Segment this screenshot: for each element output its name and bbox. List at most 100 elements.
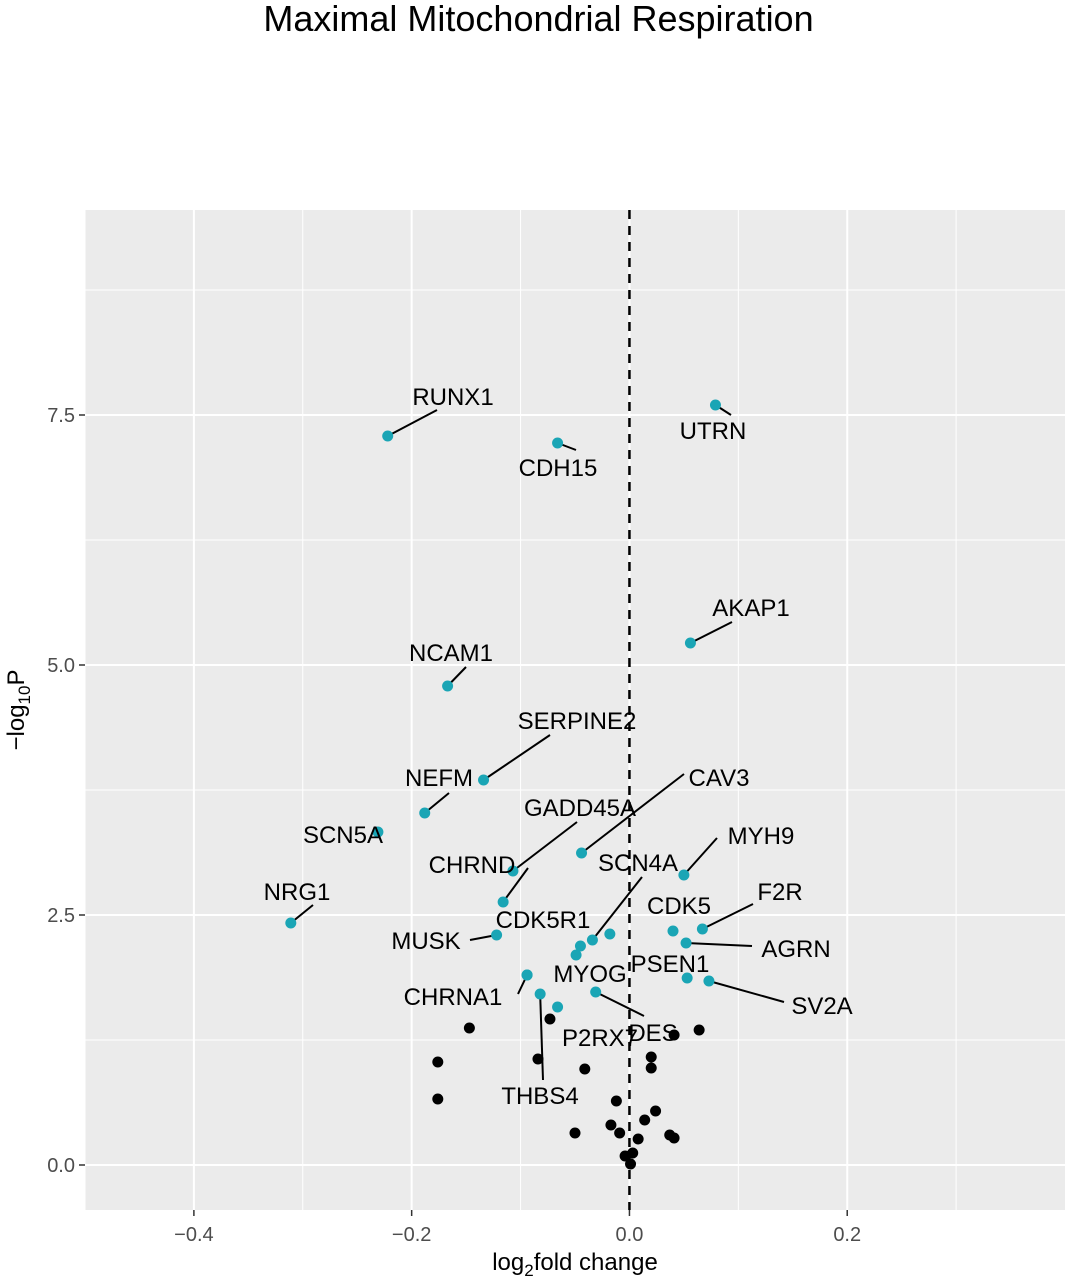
gene-label: NEFM [405,765,473,792]
gene-label: P2RX7 [562,1025,638,1052]
gene-label: CDH15 [519,455,598,482]
highlighted-point [552,437,564,449]
gene-label: MYH9 [728,823,795,850]
gene-labels: RUNX1 CDH15 UTRN AKAP1 NCAM1 SERPINE2 NEFM SCN5… [264,384,853,1110]
x-tick-label: −0.4 [174,1224,213,1246]
leader-line [512,821,578,872]
gene-label: THBS4 [501,1083,578,1110]
gene-label: PSEN1 [631,951,710,978]
highlighted-point [680,937,692,949]
x-tick-label: −0.2 [392,1224,431,1246]
gene-label: CAV3 [689,765,750,792]
plot-panel [85,210,1065,1210]
data-point [668,1029,680,1041]
highlighted-point [604,928,616,940]
gene-label: MYOG [553,961,626,988]
gene-label: SCN5A [303,822,383,849]
highlighted-point [534,988,546,1000]
highlighted-point [709,399,721,411]
data-point [693,1024,705,1036]
highlighted-point [491,929,503,941]
axis-ticks: −0.4 −0.2 0.0 0.2 0.0 2.5 5.0 7.5 [47,405,861,1246]
highlighted-point [570,949,582,961]
highlighted-point [497,896,509,908]
x-axis-title-part-2: fold change [534,1249,658,1276]
gene-label: CHRNA1 [404,984,503,1011]
data-point [432,1093,444,1105]
data-point [432,1056,444,1068]
data-point [625,1158,637,1170]
gene-label: UTRN [680,418,747,445]
gene-label: CHRND [429,852,516,879]
highlighted-point [576,847,588,859]
data-point [668,1132,680,1144]
highlighted-point [703,975,715,987]
highlighted-points [285,399,721,1013]
gene-label: AKAP1 [712,595,789,622]
data-point [645,1051,657,1063]
x-axis-title-subscript: 2 [524,1261,533,1280]
y-tick-label: 0.0 [47,1155,75,1177]
data-point [632,1133,644,1145]
leader-line [686,942,753,947]
gene-label: AGRN [761,936,830,963]
gene-label: GADD45A [524,795,636,822]
highlighted-point [586,934,598,946]
data-point [605,1119,617,1131]
leader-line [591,876,643,941]
highlighted-point [507,865,519,877]
gene-label: RUNX1 [412,384,493,411]
data-point [645,1062,657,1074]
y-axis-title-part-2: P [3,670,30,686]
data-point [627,1147,639,1159]
gene-label: NCAM1 [409,640,493,667]
highlighted-point [478,774,490,786]
chart-title: Maximal Mitochondrial Respiration [263,0,814,39]
leader-line [701,903,754,930]
leader-line [689,621,733,644]
gene-label: SV2A [791,993,852,1020]
highlighted-point [552,1001,564,1013]
y-tick-label: 5.0 [47,655,75,677]
highlighted-point [696,923,708,935]
leader-line [502,867,529,903]
y-axis-title-subscript: 10 [15,686,34,705]
y-tick-label: 7.5 [47,405,75,427]
x-tick-label: 0.2 [833,1224,861,1246]
y-axis-title-part-1: −log [3,704,30,750]
minor-gridlines [84,210,1065,1210]
x-tick-label: 0.0 [616,1224,644,1246]
data-point [532,1053,544,1065]
leader-line [539,993,544,1081]
highlighted-point [372,826,384,838]
data-point [610,1095,622,1107]
highlighted-point [681,972,693,984]
x-axis-title: log2fold change [492,1249,658,1280]
highlighted-point [382,430,394,442]
highlighted-point [667,925,679,937]
highlighted-point [574,940,586,952]
data-point [463,1022,475,1034]
data-point [569,1127,581,1139]
highlighted-point [521,969,533,981]
y-tick-label: 2.5 [47,905,75,927]
highlighted-point [442,680,454,692]
leader-line [683,837,718,876]
highlighted-point [285,917,297,929]
gene-label: NRG1 [264,879,331,906]
gene-label: MUSK [391,928,460,955]
gene-label: SCN4A [598,850,678,877]
highlighted-point [419,807,431,819]
gene-label: SERPINE2 [518,708,637,735]
data-point [544,1013,556,1025]
highlighted-point [678,869,690,881]
leader-line [387,409,438,437]
leader-line [708,980,785,1003]
gene-label: DES [628,1020,677,1047]
leader-line [482,734,551,781]
gene-label: CDK5R1 [496,907,591,934]
x-axis-title-part-1: log [492,1249,524,1276]
highlighted-point [684,637,696,649]
gene-label: CDK5 [647,893,711,920]
